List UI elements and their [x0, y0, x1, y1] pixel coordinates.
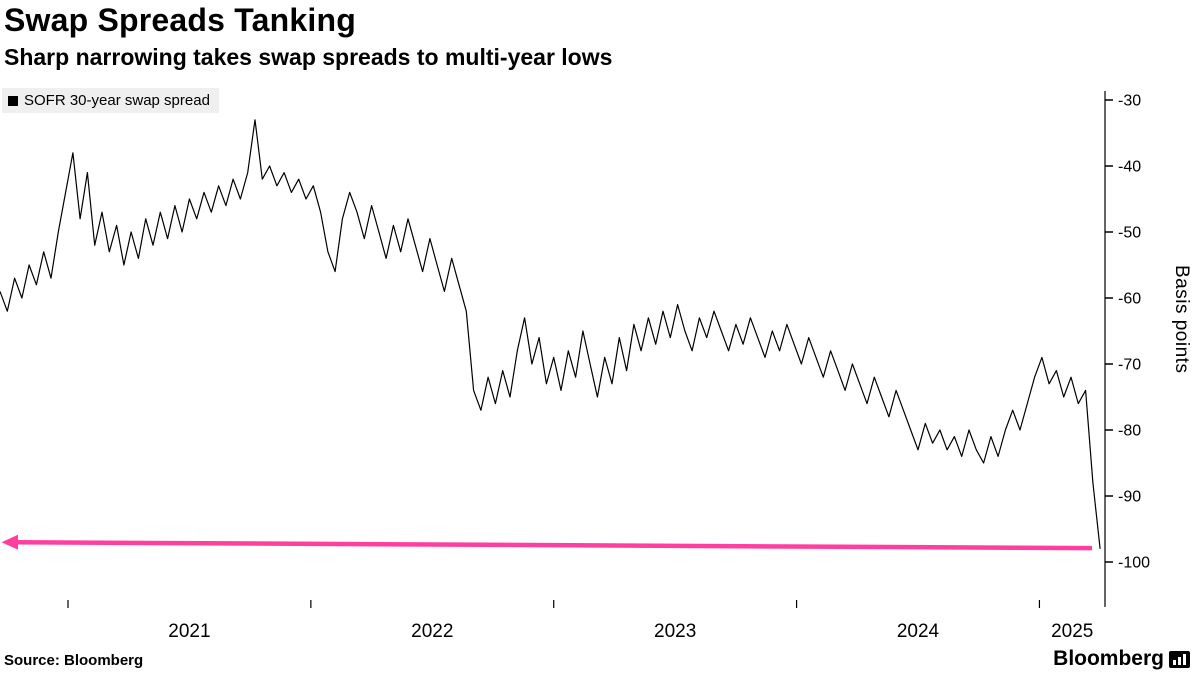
bloomberg-logo-chart-icon: [1169, 650, 1190, 668]
series-line-sofr-30y-swap-spread: [0, 119, 1101, 549]
y-axis-title: Basis points: [1171, 265, 1192, 374]
low-level-arrow-shaft: [15, 539, 1093, 551]
bloomberg-logo-text: Bloomberg: [1053, 647, 1164, 670]
page-subtitle: Sharp narrowing takes swap spreads to mu…: [4, 44, 613, 70]
y-tick-label: -40: [1118, 159, 1141, 176]
low-level-arrow-head: [1, 534, 18, 550]
y-tick-label: -50: [1118, 225, 1141, 242]
chart-plot: -30 -40 -50 -60 -70 -80 -90 -100 2021 2022 2023 202…: [0, 91, 1150, 642]
x-tick-label: 2021: [168, 621, 210, 642]
x-tick-label: 2025: [1051, 621, 1093, 642]
y-tick-label: -80: [1118, 423, 1141, 440]
chart-area: -30 -40 -50 -60 -70 -80 -90 -100 2021 2022 2023 202…: [0, 85, 1200, 675]
page-title: Swap Spreads Tanking: [4, 2, 356, 38]
x-tick-label: 2024: [897, 621, 940, 642]
bloomberg-logo: Bloomberg: [1053, 647, 1190, 671]
source-label: Source: Bloomberg: [4, 652, 144, 669]
legend-label: SOFR 30-year swap spread: [24, 92, 210, 109]
x-tick-label: 2023: [654, 621, 696, 642]
x-tick-label: 2022: [411, 621, 453, 642]
y-tick-label: -90: [1118, 489, 1141, 506]
chart-legend: SOFR 30-year swap spread: [2, 88, 219, 113]
y-tick-label: -60: [1118, 291, 1141, 308]
y-tick-label: -30: [1118, 93, 1141, 110]
y-tick-label: -70: [1118, 357, 1141, 374]
legend-swatch: [8, 95, 18, 106]
y-tick-label: -100: [1118, 555, 1150, 572]
